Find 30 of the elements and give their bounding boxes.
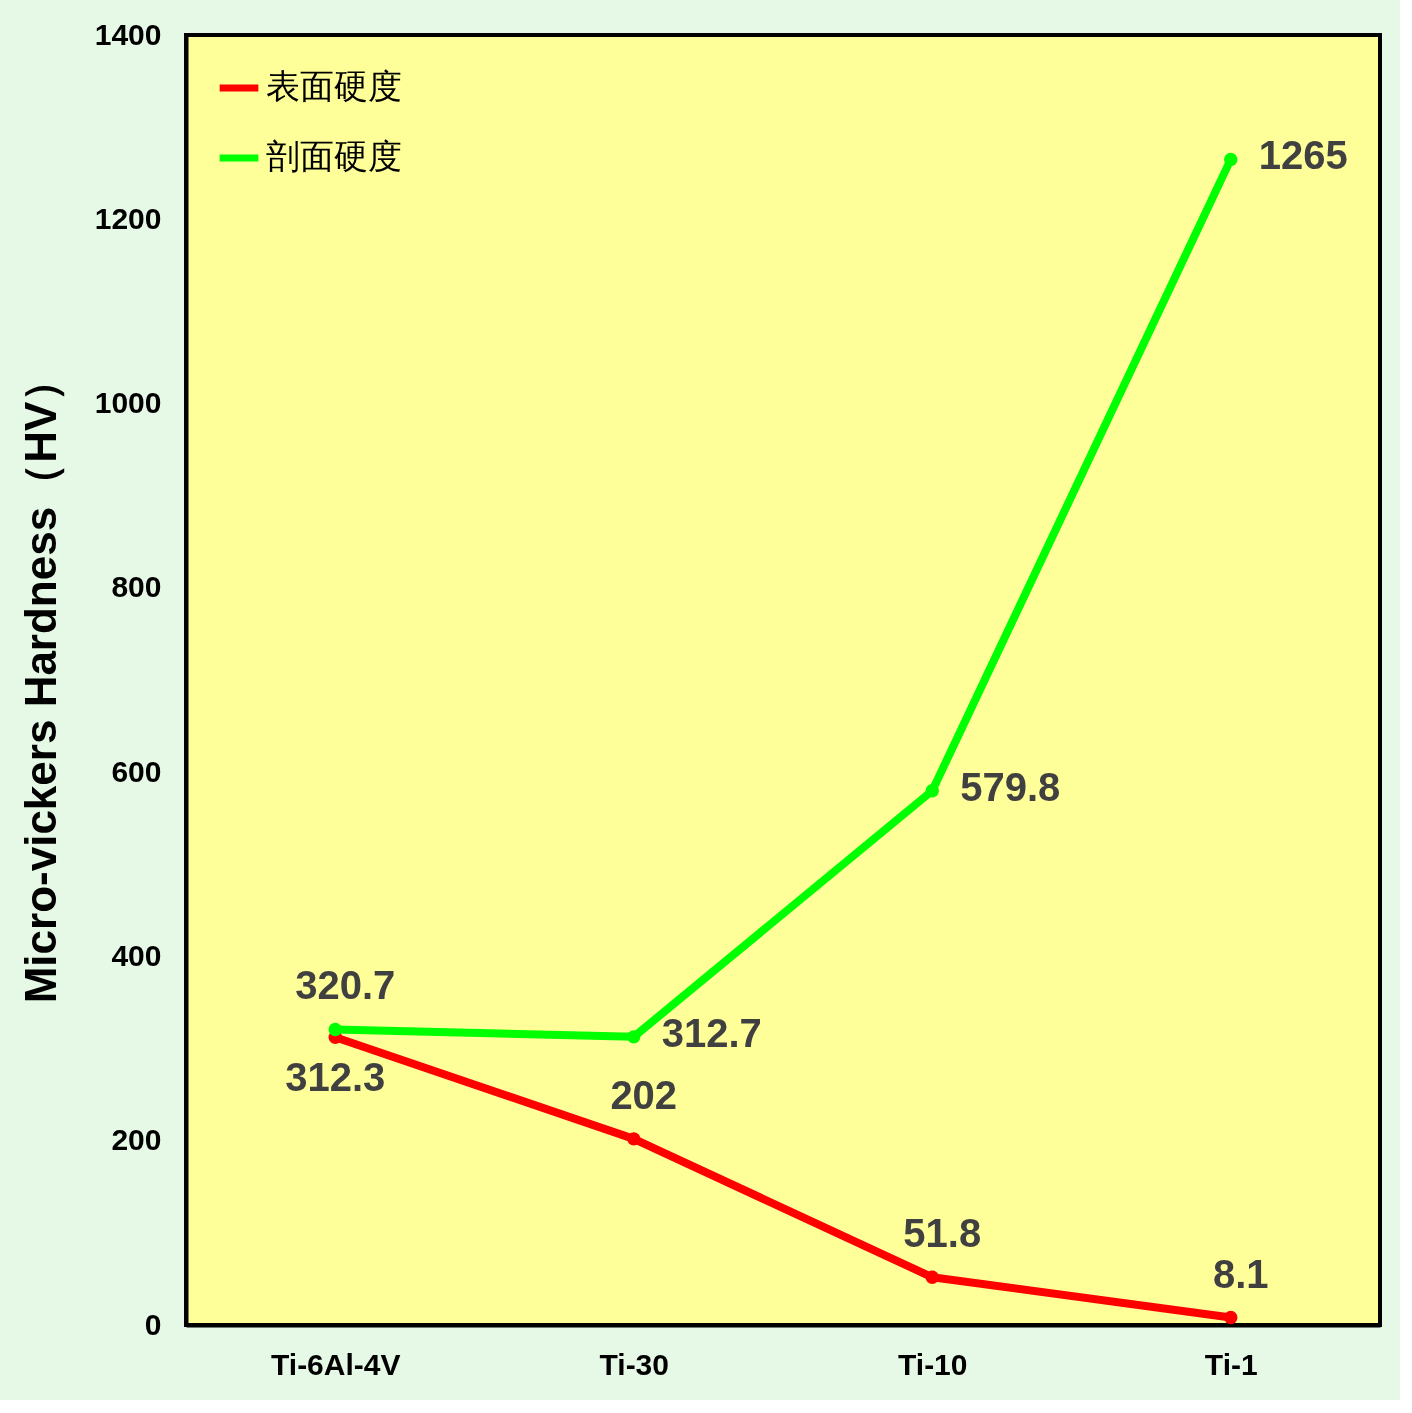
y-tick-label: 600 bbox=[111, 754, 162, 788]
data-label: 320.7 bbox=[295, 963, 396, 1008]
x-tick-label: Ti-30 bbox=[599, 1347, 669, 1381]
point bbox=[925, 784, 939, 798]
x-tick-label: Ti-6Al-4V bbox=[271, 1347, 401, 1381]
y-tick-label: 800 bbox=[111, 570, 162, 604]
y-tick-label: 0 bbox=[144, 1307, 162, 1341]
y-tick-label: 1400 bbox=[94, 17, 162, 51]
x-tick-label: Ti-10 bbox=[898, 1347, 968, 1381]
point bbox=[1224, 1310, 1238, 1325]
y-tick-label: 400 bbox=[111, 938, 162, 972]
y-tick-label: 1000 bbox=[94, 386, 162, 420]
y-tick-label: 1200 bbox=[94, 201, 162, 235]
data-label: 51.8 bbox=[903, 1211, 982, 1256]
point bbox=[1224, 152, 1238, 167]
legend-label: 剖面硬度 bbox=[266, 137, 402, 175]
y-tick-label: 200 bbox=[111, 1123, 162, 1157]
point bbox=[925, 1270, 939, 1284]
point bbox=[328, 1022, 342, 1037]
point bbox=[627, 1132, 641, 1146]
data-label: 579.8 bbox=[960, 764, 1061, 809]
data-label: 312.3 bbox=[285, 1055, 386, 1100]
legend-label: 表面硬度 bbox=[266, 67, 402, 105]
data-label: 312.7 bbox=[661, 1010, 762, 1055]
data-label: 1265 bbox=[1258, 133, 1348, 178]
y-axis-title: Micro-vickers Hardness（HV） bbox=[15, 357, 65, 1004]
data-label: 8.1 bbox=[1212, 1251, 1269, 1296]
x-tick-label: Ti-1 bbox=[1204, 1347, 1258, 1381]
data-label: 202 bbox=[610, 1072, 678, 1117]
point bbox=[627, 1030, 641, 1044]
